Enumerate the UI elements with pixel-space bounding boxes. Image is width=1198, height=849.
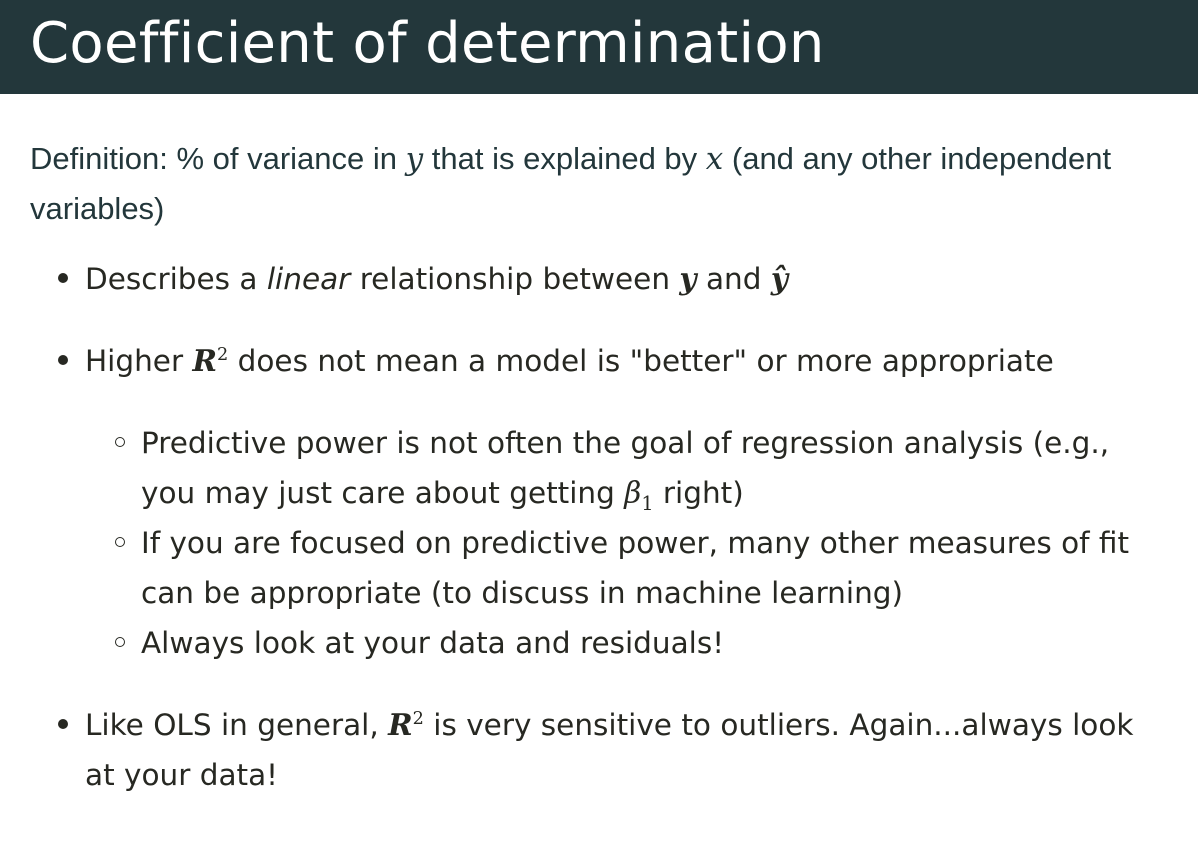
slide-title: Coefficient of determination (30, 11, 825, 76)
title-bar: Coefficient of determination (0, 0, 1198, 94)
math-superscript: 2 (217, 345, 229, 366)
math-beta: β (624, 476, 642, 510)
math-r: R (388, 707, 413, 742)
sub-bullet-text: Always look at your data and residuals! (141, 626, 725, 660)
slide-content: Definition: % of variance in y that is e… (30, 134, 1170, 832)
math-var-yhat: ŷ (770, 261, 788, 296)
bullet-linear-relationship: Describes a linear relationship between … (30, 254, 1170, 304)
math-r: R (192, 343, 217, 378)
bullet-text: Describes a (85, 262, 267, 296)
bullet-text: and (696, 262, 771, 296)
sub-bullet-text: If you are focused on predictive power, … (141, 526, 1130, 610)
bullet-text: does not mean a model is "better" or mor… (228, 344, 1054, 378)
math-superscript: 2 (412, 709, 424, 730)
sub-bullet-predictive-goal: Predictive power is not often the goal o… (85, 418, 1170, 518)
sub-bullet-list: Predictive power is not often the goal o… (85, 418, 1170, 668)
emphasis-linear: linear (266, 262, 351, 296)
definition-prefix: Definition: % of variance in (30, 141, 406, 176)
sub-bullet-text: Predictive power is not often the goal o… (141, 426, 1110, 510)
bullet-text: Like OLS in general, (85, 708, 389, 742)
bullet-text: is very sensitive to outliers. Again...a… (85, 708, 1134, 792)
bullet-higher-r2: Higher R2 does not mean a model is "bett… (30, 336, 1170, 668)
math-var-y: y (679, 261, 697, 296)
sub-bullet-measures-of-fit: If you are focused on predictive power, … (85, 518, 1170, 618)
bullet-outliers: Like OLS in general, R2 is very sensitiv… (30, 700, 1170, 800)
definition-suffix: (and any other independent variables) (30, 141, 1112, 226)
bullet-text: relationship between (350, 262, 680, 296)
bullet-text: Higher (85, 344, 193, 378)
sub-bullet-text: right) (653, 476, 744, 510)
math-subscript: 1 (641, 491, 654, 515)
bullet-list: Describes a linear relationship between … (30, 254, 1170, 800)
math-var-x: x (705, 141, 724, 177)
definition-middle: that is explained by (423, 141, 706, 176)
definition-paragraph: Definition: % of variance in y that is e… (30, 134, 1170, 234)
math-var-y: y (405, 141, 424, 177)
sub-bullet-look-at-data: Always look at your data and residuals! (85, 618, 1170, 668)
